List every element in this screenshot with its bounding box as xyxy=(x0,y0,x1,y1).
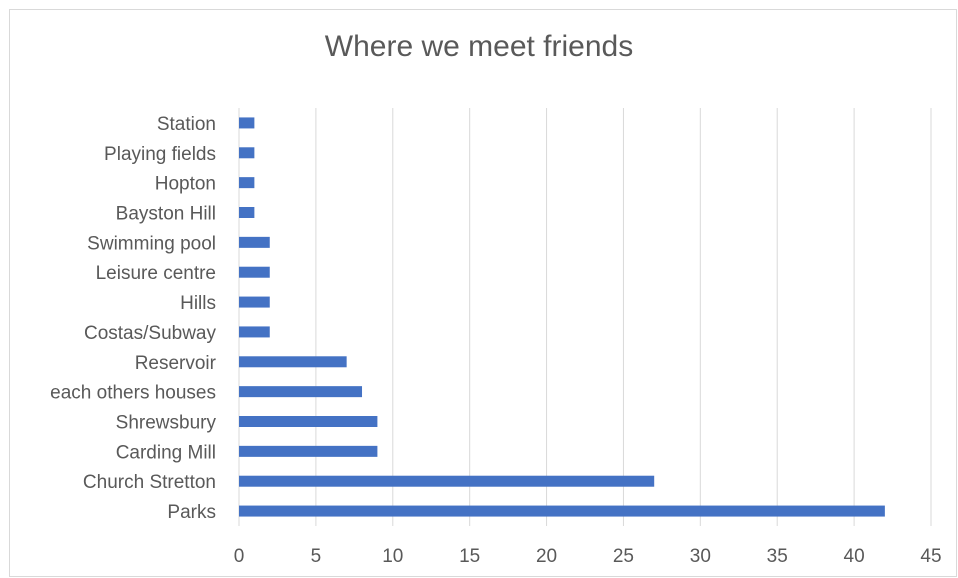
x-tick-label-8: 40 xyxy=(844,546,865,567)
y-category-label-9: each others houses xyxy=(50,383,216,404)
bar-6 xyxy=(239,296,270,308)
bar-5 xyxy=(239,266,270,278)
bar-12 xyxy=(239,475,655,487)
bar-9 xyxy=(239,386,363,398)
x-tick-label-9: 45 xyxy=(920,546,941,567)
bar-3 xyxy=(239,207,255,218)
y-category-label-5: Leisure centre xyxy=(96,263,216,284)
bar-13 xyxy=(239,505,885,517)
y-category-label-12: Church Stretton xyxy=(83,472,216,493)
y-category-label-1: Playing fields xyxy=(104,144,216,165)
bar-2 xyxy=(239,177,255,189)
x-tick-label-7: 35 xyxy=(767,546,788,567)
chart-title: Where we meet friends xyxy=(324,30,634,63)
y-category-label-6: Hills xyxy=(180,293,216,314)
y-category-label-3: Bayston Hill xyxy=(116,204,216,225)
chart-frame xyxy=(9,9,957,577)
y-category-label-11: Carding Mill xyxy=(116,442,216,463)
x-tick-label-3: 15 xyxy=(459,546,480,567)
bar-8 xyxy=(239,356,347,368)
bar-11 xyxy=(239,445,378,457)
y-category-label-2: Hopton xyxy=(155,174,216,195)
y-category-label-13: Parks xyxy=(167,502,216,523)
y-category-label-8: Reservoir xyxy=(135,353,217,374)
bar-10 xyxy=(239,416,378,427)
y-category-label-4: Swimming pool xyxy=(87,233,216,254)
y-category-label-0: Station xyxy=(157,114,216,135)
bar-1 xyxy=(239,147,255,159)
y-category-label-7: Costas/Subway xyxy=(84,323,217,344)
x-tick-label-5: 25 xyxy=(613,546,634,567)
x-tick-label-2: 10 xyxy=(382,546,403,567)
bar-7 xyxy=(239,326,270,338)
x-tick-label-0: 0 xyxy=(234,546,245,567)
x-tick-label-6: 30 xyxy=(690,546,711,567)
bar-4 xyxy=(239,236,270,248)
bar-0 xyxy=(239,117,255,129)
y-category-label-10: Shrewsbury xyxy=(116,413,217,434)
x-tick-label-4: 20 xyxy=(536,546,557,567)
x-tick-label-1: 5 xyxy=(311,546,322,567)
